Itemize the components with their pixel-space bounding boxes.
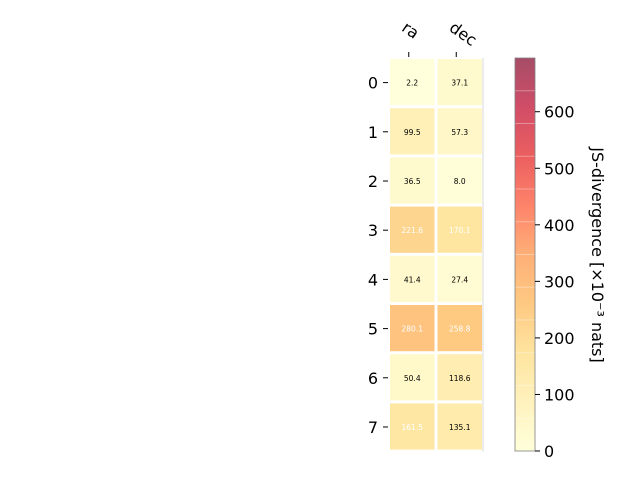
cell-value-label: 57.3 <box>451 128 468 137</box>
row-tick-label: 0 <box>368 74 378 93</box>
heatmap-cell <box>390 354 435 401</box>
colorbar-tick-label: 100 <box>544 385 575 404</box>
heatmap-cell <box>437 59 482 106</box>
heatmap-cell <box>437 108 482 155</box>
cell-value-label: 8.0 <box>454 177 466 186</box>
heatmap-cell <box>437 255 482 302</box>
heatmap-cell <box>390 59 435 106</box>
row-tick-label: 4 <box>368 270 378 289</box>
cell-value-label: 280.1 <box>402 325 424 334</box>
colorbar-label: JS-divergence [×10⁻³ nats] <box>588 146 607 362</box>
cell-value-label: 41.4 <box>404 275 421 284</box>
row-tick-label: 6 <box>368 369 378 388</box>
colorbar-tick-label: 400 <box>544 216 575 235</box>
heatmap-cell <box>390 255 435 302</box>
row-tick-label: 2 <box>368 172 378 191</box>
colorbar-tick-label: 200 <box>544 329 575 348</box>
row-tick-label: 7 <box>368 418 378 437</box>
cell-value-label: 27.4 <box>451 275 468 284</box>
heatmap-cell <box>390 157 435 204</box>
heatmap-cell <box>437 157 482 204</box>
cell-value-label: 258.8 <box>449 325 471 334</box>
cell-value-label: 36.5 <box>404 177 421 186</box>
heatmap-cell <box>390 206 435 253</box>
colorbar: 0 100 200 300 400 500 600 <box>514 57 575 461</box>
row-tick-label: 1 <box>368 123 378 142</box>
colorbar-tick-label: 300 <box>544 272 575 291</box>
row-tick-label: 5 <box>368 320 378 339</box>
cell-value-label: 161.5 <box>402 423 424 432</box>
column-tick-label: dec <box>446 18 480 50</box>
colorbar-gradient <box>515 58 535 451</box>
cell-value-label: 50.4 <box>404 374 421 383</box>
heatmap-cell <box>437 403 482 450</box>
colorbar-tick-label: 600 <box>544 103 575 122</box>
heatmap-cell <box>437 206 482 253</box>
column-tick-label: ra <box>398 18 422 43</box>
cell-value-label: 221.6 <box>402 226 424 235</box>
colorbar-tick-label: 0 <box>544 442 554 461</box>
row-tick-label: 3 <box>368 221 378 240</box>
heatmap-cell <box>390 108 435 155</box>
cell-value-label: 135.1 <box>449 423 471 432</box>
colorbar-tick-label: 500 <box>544 159 575 178</box>
heatmap-cell <box>437 354 482 401</box>
cell-value-label: 99.5 <box>404 128 421 137</box>
cell-value-label: 2.2 <box>406 79 418 88</box>
heatmap-cell <box>437 305 482 352</box>
heatmap-cell <box>390 305 435 352</box>
heatmap-grid: 2.2 37.1 99.5 57.3 36.5 8.0 221.6 170.1 41.4 27.4… <box>368 18 484 452</box>
cell-value-label: 118.6 <box>449 374 471 383</box>
colorbar-outline <box>514 57 536 452</box>
heatmap-cell <box>390 403 435 450</box>
cell-value-label: 170.1 <box>449 226 471 235</box>
cell-value-label: 37.1 <box>451 79 468 88</box>
